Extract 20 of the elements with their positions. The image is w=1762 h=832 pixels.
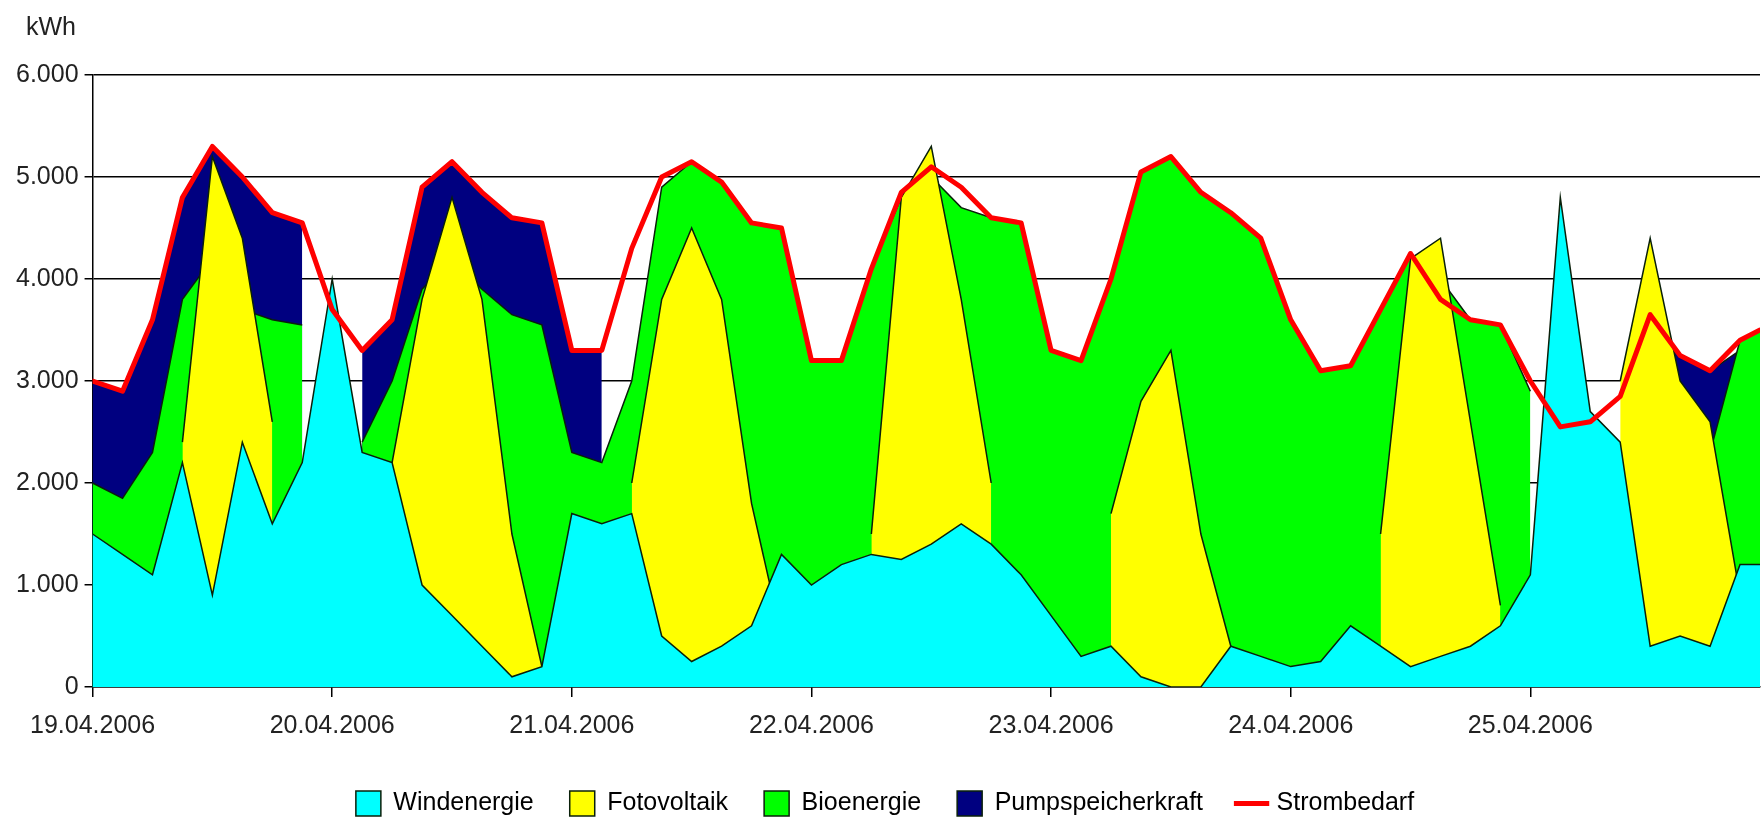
legend-label: Fotovoltaik — [607, 787, 729, 816]
y-axis-title: kWh — [26, 11, 76, 40]
legend-label: Strombedarf — [1276, 787, 1415, 816]
x-tick-label: 19.04.2006 — [30, 709, 156, 738]
legend-label: Pumpspeicherkraft — [994, 787, 1204, 816]
y-tick-label: 1.000 — [16, 568, 79, 597]
legend-label: Bioenergie — [801, 787, 922, 816]
y-tick-label: 6.000 — [16, 58, 79, 87]
y-tick-label: 5.000 — [16, 160, 79, 189]
y-tick-label: 3.000 — [16, 364, 79, 393]
x-tick-label: 21.04.2006 — [509, 709, 635, 738]
x-tick-label: 22.04.2006 — [748, 709, 875, 738]
legend-label: Windenergie — [393, 787, 534, 816]
y-tick-label: 4.000 — [16, 262, 79, 291]
x-tick-label: 23.04.2006 — [988, 709, 1114, 738]
y-tick-label: 0 — [64, 670, 79, 699]
x-tick-label: 25.04.2006 — [1467, 709, 1593, 738]
x-tick-label: 24.04.2006 — [1228, 709, 1354, 738]
y-tick-label: 2.000 — [16, 466, 79, 495]
x-tick-label: 20.04.2006 — [269, 709, 395, 738]
